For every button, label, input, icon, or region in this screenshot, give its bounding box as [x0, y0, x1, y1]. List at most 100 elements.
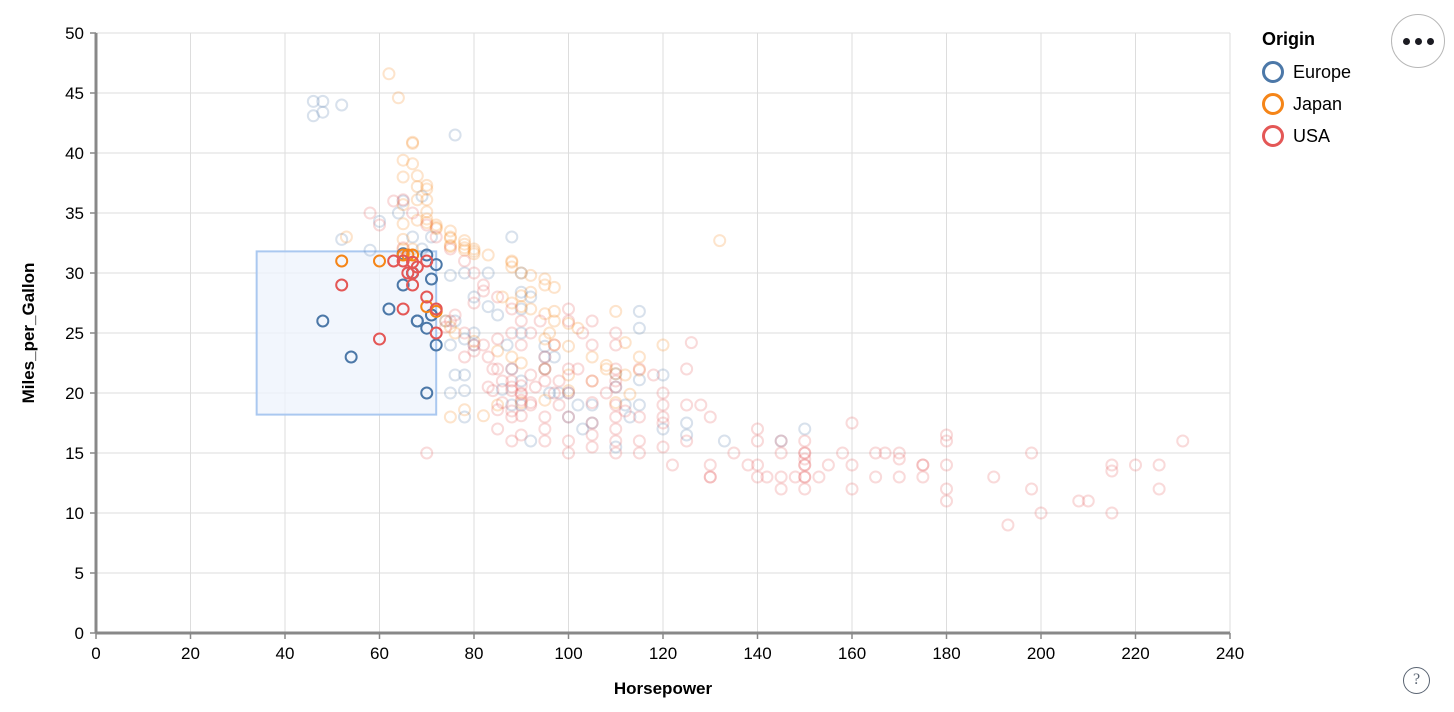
- legend-item-usa[interactable]: USA: [1262, 120, 1432, 152]
- data-point[interactable]: [306, 109, 320, 123]
- data-point[interactable]: [538, 410, 552, 424]
- data-point[interactable]: [505, 362, 519, 376]
- data-point[interactable]: [798, 446, 812, 460]
- data-point[interactable]: [420, 205, 434, 219]
- data-point[interactable]: [680, 434, 694, 448]
- data-point[interactable]: [940, 482, 953, 496]
- data-point[interactable]: [798, 422, 812, 436]
- data-point[interactable]: [869, 470, 883, 484]
- data-point[interactable]: [609, 440, 623, 454]
- data-point[interactable]: [656, 386, 670, 400]
- data-point[interactable]: [703, 470, 717, 484]
- data-point[interactable]: [609, 446, 623, 460]
- data-point[interactable]: [458, 384, 472, 398]
- data-point[interactable]: [373, 214, 386, 228]
- data-point[interactable]: [585, 374, 599, 388]
- data-point[interactable]: [562, 410, 575, 424]
- data-point[interactable]: [562, 386, 575, 400]
- data-point[interactable]: [940, 494, 953, 508]
- data-point[interactable]: [916, 458, 930, 472]
- data-point[interactable]: [562, 316, 575, 330]
- data-point[interactable]: [467, 334, 481, 348]
- data-point[interactable]: [940, 458, 953, 472]
- data-point[interactable]: [680, 362, 694, 376]
- data-point[interactable]: [505, 434, 519, 448]
- data-point[interactable]: [406, 255, 420, 269]
- data-point[interactable]: [420, 218, 434, 232]
- data-point[interactable]: [420, 182, 434, 196]
- data-point[interactable]: [476, 278, 490, 292]
- data-point[interactable]: [373, 254, 386, 268]
- data-point[interactable]: [443, 320, 457, 334]
- data-point[interactable]: [429, 326, 443, 340]
- data-point[interactable]: [514, 374, 528, 388]
- data-point[interactable]: [420, 248, 434, 262]
- data-point[interactable]: [514, 386, 528, 400]
- data-point[interactable]: [415, 189, 429, 203]
- data-point[interactable]: [420, 212, 434, 226]
- data-point[interactable]: [547, 386, 561, 400]
- data-point[interactable]: [892, 470, 906, 484]
- data-point[interactable]: [774, 446, 788, 460]
- data-point[interactable]: [632, 398, 646, 412]
- data-point[interactable]: [524, 302, 538, 316]
- data-point[interactable]: [491, 398, 505, 412]
- data-point[interactable]: [599, 386, 613, 400]
- data-point[interactable]: [443, 268, 457, 282]
- data-point[interactable]: [774, 482, 788, 496]
- data-point[interactable]: [656, 422, 670, 436]
- data-point[interactable]: [443, 410, 457, 424]
- data-point[interactable]: [410, 314, 424, 328]
- data-point[interactable]: [467, 242, 481, 256]
- data-point[interactable]: [1105, 506, 1119, 520]
- data-point[interactable]: [458, 237, 472, 251]
- data-point[interactable]: [448, 368, 462, 382]
- scatter-plot-chart[interactable]: 0 20 40 60 80 100 120 140 160 180 200 220 240 0 5 10 15 2…: [0, 0, 1260, 712]
- data-point[interactable]: [420, 193, 434, 207]
- data-point[interactable]: [845, 482, 859, 496]
- data-point[interactable]: [363, 243, 377, 257]
- data-point[interactable]: [420, 254, 434, 268]
- data-point[interactable]: [524, 285, 538, 299]
- data-point[interactable]: [632, 410, 646, 424]
- data-point[interactable]: [458, 410, 472, 424]
- data-point[interactable]: [514, 428, 528, 442]
- data-point[interactable]: [798, 458, 812, 472]
- data-point[interactable]: [1025, 482, 1039, 496]
- data-point[interactable]: [491, 403, 505, 417]
- data-point[interactable]: [505, 362, 519, 376]
- data-point[interactable]: [562, 386, 575, 400]
- data-point[interactable]: [585, 350, 599, 364]
- data-point[interactable]: [547, 280, 561, 294]
- data-point[interactable]: [552, 386, 566, 400]
- data-point[interactable]: [618, 368, 632, 382]
- data-point[interactable]: [514, 379, 528, 393]
- data-point[interactable]: [836, 446, 850, 460]
- help-button[interactable]: ?: [1403, 667, 1430, 694]
- data-point[interactable]: [798, 434, 812, 448]
- data-point[interactable]: [476, 338, 490, 352]
- data-point[interactable]: [585, 416, 599, 430]
- data-point[interactable]: [458, 266, 472, 280]
- data-point[interactable]: [514, 409, 528, 423]
- data-point[interactable]: [547, 338, 561, 352]
- data-point[interactable]: [406, 248, 420, 262]
- data-point[interactable]: [741, 458, 755, 472]
- data-point[interactable]: [505, 380, 519, 394]
- data-point[interactable]: [547, 350, 561, 364]
- data-point[interactable]: [448, 314, 462, 328]
- data-point[interactable]: [538, 434, 552, 448]
- data-point[interactable]: [406, 206, 420, 220]
- data-point[interactable]: [585, 314, 599, 328]
- data-point[interactable]: [916, 458, 930, 472]
- data-point[interactable]: [396, 232, 410, 246]
- data-point[interactable]: [609, 380, 623, 394]
- data-point[interactable]: [458, 403, 472, 417]
- data-point[interactable]: [505, 374, 519, 388]
- data-point[interactable]: [495, 290, 509, 304]
- data-point[interactable]: [429, 220, 443, 234]
- data-point[interactable]: [609, 380, 623, 394]
- data-point[interactable]: [382, 67, 396, 81]
- data-point[interactable]: [703, 470, 717, 484]
- data-point[interactable]: [514, 356, 528, 370]
